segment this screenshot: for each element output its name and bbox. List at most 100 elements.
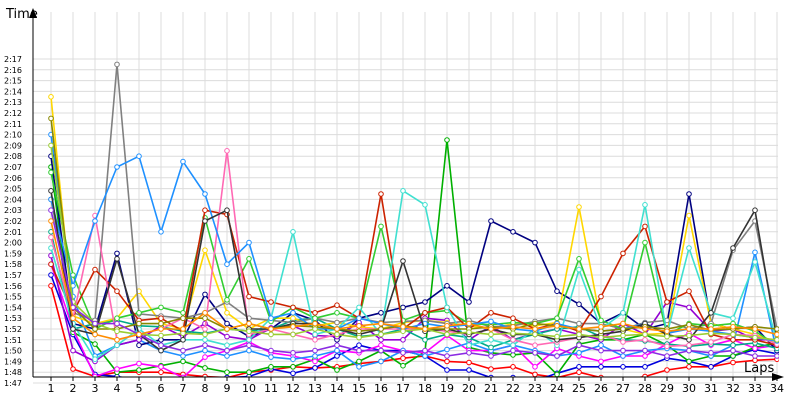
data-point [356,364,362,370]
data-point [400,258,406,264]
data-point [422,337,428,343]
series-line [50,63,778,330]
data-point [202,247,208,253]
data-point [510,324,516,330]
data-point [378,326,384,332]
data-point [70,347,76,354]
data-point [510,330,516,337]
data-point [224,310,230,316]
series-line [50,139,778,376]
data-point [136,367,142,373]
data-point [400,350,406,356]
data-point [202,191,208,197]
data-point [312,365,318,371]
data-point [136,153,142,159]
data-point [70,315,76,322]
data-point [224,261,230,268]
data-point [444,331,450,338]
data-point [444,353,450,359]
data-point [224,347,230,354]
data-point [422,202,428,208]
data-point [48,207,54,213]
x-axis-title: Laps [744,361,774,376]
x-tick-label: 13 [308,382,322,395]
data-point [400,188,406,194]
data-point [202,291,208,298]
data-point [752,345,758,352]
series-line [50,220,778,341]
data-point [488,310,494,316]
data-point [708,350,714,356]
series-line [50,210,777,357]
data-point [202,347,208,354]
data-point [576,342,582,349]
series-line [50,150,778,348]
data-point [664,328,670,335]
data-point [642,347,648,354]
data-point [576,350,582,356]
data-point [774,353,779,359]
data-point [620,320,626,327]
data-point [224,342,230,349]
x-tick-label: 30 [682,382,696,395]
x-tick-label: 2 [70,382,77,395]
data-point [202,342,208,349]
data-point [576,256,582,262]
data-point [158,315,164,322]
data-point [202,207,208,213]
data-point [114,164,120,170]
data-point [378,320,384,327]
data-point [202,337,208,343]
data-point [620,332,626,339]
data-point [752,207,758,213]
data-point [532,350,538,356]
data-point [466,320,472,327]
data-point [774,337,779,343]
data-point [180,347,186,354]
data-point [268,331,274,338]
series-line [50,118,778,333]
data-point [246,342,252,349]
data-point [378,191,384,197]
data-point [136,320,142,327]
x-tick-label: 10 [242,382,256,395]
data-point [598,293,604,300]
data-point [664,343,670,350]
data-point [224,297,230,303]
data-point [268,315,274,322]
x-tick-label: 33 [748,382,762,395]
data-point [290,370,296,377]
data-point [466,359,472,366]
data-point [620,364,626,370]
data-point [202,315,208,322]
x-tick-label: 22 [506,382,520,395]
data-point [488,331,494,338]
data-point [356,304,362,311]
data-point [466,329,472,336]
data-point [444,323,450,329]
x-tick-label: 23 [528,382,542,395]
x-tick-label: 5 [136,382,143,395]
data-point [598,347,604,354]
data-point [158,364,164,370]
x-tick-label: 28 [638,382,652,395]
data-point [642,364,648,370]
data-point [620,353,626,359]
data-point [224,320,230,327]
series-19 [48,207,779,359]
data-point [114,61,120,68]
x-tick-label: 18 [418,382,432,395]
data-point [268,299,274,305]
data-point [422,347,428,354]
data-point [70,326,76,332]
data-point [554,315,560,322]
y-tick-label: 1:59 [4,249,22,258]
data-point [444,304,450,311]
data-point [268,354,274,360]
x-tick-label: 8 [202,382,209,395]
data-point [686,364,692,370]
data-point [202,326,208,332]
data-point [620,339,626,345]
x-tick-label: 16 [374,382,388,395]
